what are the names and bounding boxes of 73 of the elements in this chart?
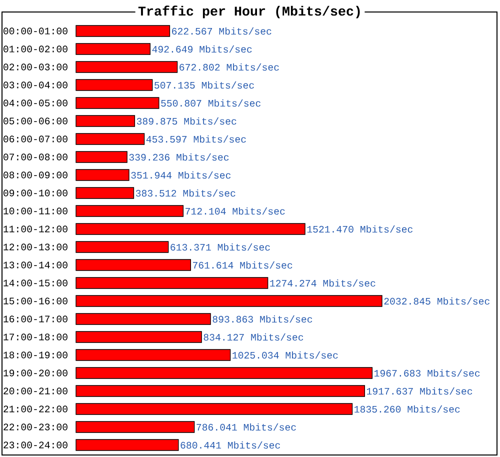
- bar: [76, 349, 231, 361]
- bar: [76, 439, 179, 451]
- data-label: 613.371 Mbits/sec: [170, 243, 270, 251]
- y-tick-label: 18:00-19:00: [4, 352, 68, 358]
- y-tick-label: 21:00-22:00: [4, 406, 68, 412]
- bar: [76, 385, 365, 397]
- bar: [76, 295, 382, 307]
- data-label: 1835.260 Mbits/sec: [354, 405, 460, 413]
- data-label: 761.614 Mbits/sec: [193, 261, 292, 269]
- bar: [76, 259, 191, 271]
- y-tick-label: 01:00-02:00: [4, 46, 68, 52]
- bar: [76, 223, 306, 235]
- data-label: 339.236 Mbits/sec: [129, 153, 229, 161]
- bar: [76, 277, 268, 289]
- y-tick-label: 16:00-17:00: [4, 316, 68, 322]
- y-tick-label: 20:00-21:00: [4, 388, 68, 394]
- bar: [76, 403, 353, 415]
- y-tick-label: 00:00-01:00: [4, 28, 68, 34]
- data-label: 2032.845 Mbits/sec: [384, 297, 490, 305]
- y-tick-label: 05:00-06:00: [4, 118, 68, 124]
- y-tick-label: 12:00-13:00: [4, 244, 68, 250]
- data-label: 1917.637 Mbits/sec: [366, 387, 472, 395]
- data-label: 680.441 Mbits/sec: [180, 441, 280, 449]
- data-label: 453.597 Mbits/sec: [146, 135, 246, 143]
- data-label: 1521.470 Mbits/sec: [307, 225, 412, 233]
- data-label: 492.649 Mbits/sec: [152, 45, 252, 53]
- data-label: 1967.683 Mbits/sec: [374, 369, 480, 377]
- data-label: 1274.274 Mbits/sec: [270, 279, 376, 287]
- data-label: 389.875 Mbits/sec: [136, 117, 236, 125]
- bar: [76, 313, 211, 325]
- y-tick-label: 13:00-14:00: [4, 262, 68, 268]
- y-tick-label: 17:00-18:00: [4, 334, 68, 340]
- bar: [76, 205, 184, 217]
- data-label: 834.127 Mbits/sec: [204, 333, 304, 341]
- bar: [76, 421, 195, 433]
- y-tick-label: 08:00-09:00: [4, 172, 68, 178]
- bar: [76, 115, 136, 127]
- bar: [76, 151, 128, 163]
- y-tick-label: 14:00-15:00: [4, 280, 68, 286]
- bar: [76, 61, 178, 73]
- data-label: 383.512 Mbits/sec: [136, 189, 236, 197]
- data-label: 550.807 Mbits/sec: [161, 99, 260, 107]
- bar: [76, 169, 130, 181]
- data-label: 1025.034 Mbits/sec: [232, 351, 338, 359]
- y-tick-label: 07:00-08:00: [4, 154, 68, 160]
- y-tick-label: 15:00-16:00: [4, 298, 68, 304]
- data-label: 622.567 Mbits/sec: [172, 27, 272, 35]
- bar: [76, 187, 134, 199]
- y-tick-label: 06:00-07:00: [4, 136, 68, 142]
- y-tick-label: 11:00-12:00: [4, 226, 68, 232]
- y-tick-label: 22:00-23:00: [4, 424, 68, 430]
- data-label: 672.802 Mbits/sec: [180, 63, 279, 71]
- y-tick-label: 04:00-05:00: [4, 100, 68, 106]
- bar: [76, 241, 169, 253]
- chart-title: Traffic per Hour (Mbits/sec): [138, 6, 360, 18]
- y-tick-label: 10:00-11:00: [4, 208, 68, 214]
- data-label: 507.135 Mbits/sec: [154, 81, 254, 89]
- y-tick-label: 03:00-04:00: [4, 82, 68, 88]
- y-tick-label: 19:00-20:00: [4, 370, 68, 376]
- bar: [76, 79, 153, 91]
- y-tick-label: 23:00-24:00: [4, 442, 68, 448]
- data-label: 786.041 Mbits/sec: [196, 423, 296, 431]
- data-label: 893.863 Mbits/sec: [212, 315, 312, 323]
- y-tick-label: 02:00-03:00: [4, 64, 68, 70]
- bar: [76, 25, 170, 37]
- bar: [76, 97, 160, 109]
- bar: [76, 43, 150, 55]
- data-label: 351.944 Mbits/sec: [131, 171, 231, 179]
- y-tick-label: 09:00-10:00: [4, 190, 68, 196]
- data-label: 712.104 Mbits/sec: [186, 207, 285, 215]
- bar: [76, 331, 202, 343]
- bar: [76, 133, 145, 145]
- bar: [76, 367, 373, 379]
